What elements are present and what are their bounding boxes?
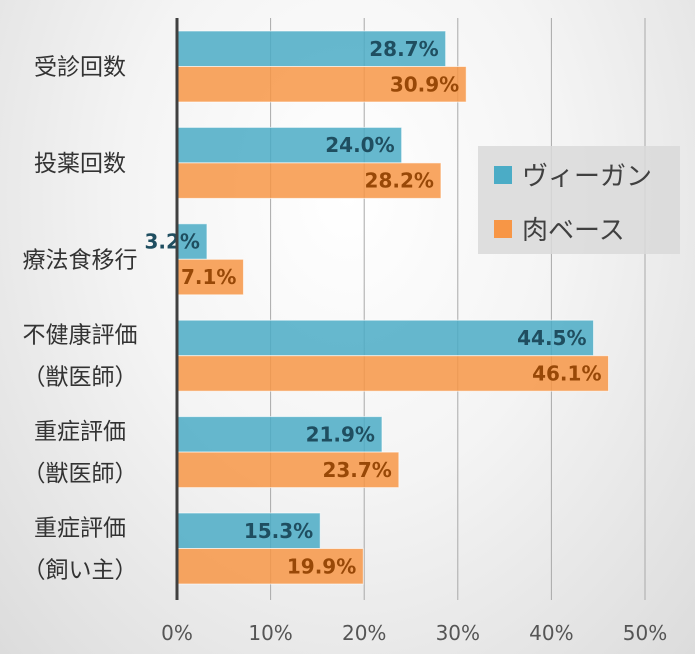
category-label: 投薬回数 bbox=[34, 151, 126, 177]
bar-vegan-1 bbox=[176, 126, 403, 164]
category-label: 不健康評価 bbox=[23, 323, 138, 349]
x-tick-labels: 0% 10% 20% 30% 40% 50% bbox=[161, 621, 667, 645]
bar-meat-5 bbox=[176, 548, 364, 585]
data-label: 30.9% bbox=[390, 72, 459, 96]
bar-vegan-2 bbox=[176, 223, 208, 260]
x-tick-label: 40% bbox=[529, 621, 573, 645]
data-label: 28.7% bbox=[369, 37, 438, 61]
legend-swatch bbox=[494, 166, 512, 184]
bar-meat-1 bbox=[176, 162, 442, 199]
bar-vegan-5 bbox=[176, 512, 321, 549]
legend-label: 肉ベース bbox=[522, 216, 625, 246]
data-label: 21.9% bbox=[306, 422, 375, 446]
x-tick-label: 0% bbox=[161, 621, 193, 645]
data-label: 15.3% bbox=[244, 519, 313, 543]
bar-meat-3 bbox=[176, 355, 609, 392]
bar-vegan-3 bbox=[176, 319, 595, 357]
data-label: 7.1% bbox=[181, 265, 236, 289]
x-tick-label: 50% bbox=[623, 621, 667, 645]
data-label: 24.0% bbox=[325, 133, 394, 157]
data-label: 46.1% bbox=[532, 361, 601, 385]
gridlines bbox=[270, 18, 646, 600]
bars: 28.7% 30.9% 24.0% 28.2% 3.2% 7.1% 44.5% 46.1% 21… bbox=[144, 30, 609, 585]
data-label: 23.7% bbox=[322, 458, 391, 482]
category-label: 受診回数 bbox=[34, 55, 126, 81]
data-label: 28.2% bbox=[365, 169, 434, 193]
data-label: 3.2% bbox=[144, 230, 199, 254]
bar-meat-2 bbox=[176, 258, 244, 296]
category-label: （獣医師） bbox=[23, 365, 138, 391]
x-tick-label: 30% bbox=[436, 621, 480, 645]
bar-meat-4 bbox=[176, 451, 400, 489]
category-label: 重症評価 bbox=[34, 516, 126, 542]
category-label: 重症評価 bbox=[34, 419, 126, 445]
legend-swatch bbox=[494, 220, 512, 238]
x-tick-label: 10% bbox=[248, 621, 292, 645]
category-label: （飼い主） bbox=[23, 558, 138, 584]
bar-vegan-0 bbox=[176, 30, 447, 67]
data-label: 44.5% bbox=[517, 326, 586, 350]
data-label: 19.9% bbox=[287, 554, 356, 578]
category-label: 療法食移行 bbox=[23, 247, 138, 273]
legend-label: ヴィーガン bbox=[522, 162, 652, 192]
x-tick-label: 20% bbox=[342, 621, 386, 645]
category-label: （獣医師） bbox=[23, 461, 138, 487]
bar-vegan-4 bbox=[176, 416, 383, 453]
